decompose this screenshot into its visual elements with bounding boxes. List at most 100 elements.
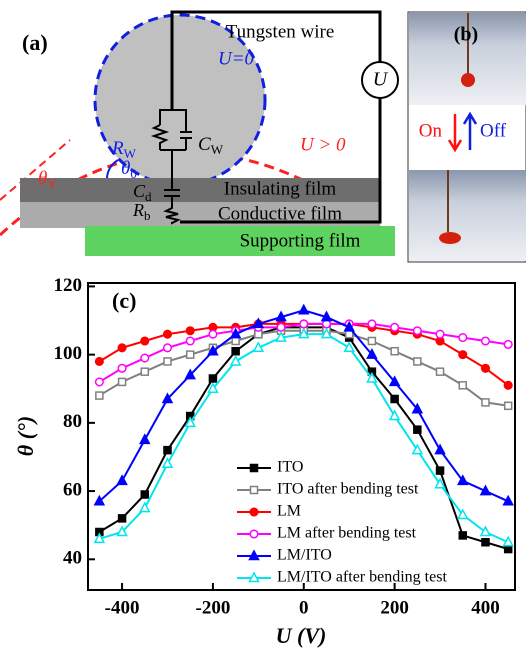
data-point: [413, 357, 422, 366]
data-point: [275, 330, 287, 342]
film-label: Insulating film: [224, 178, 337, 199]
data-point: [503, 380, 513, 390]
data-point: [94, 356, 104, 367]
panel-label: (c): [112, 288, 136, 313]
data-point: [298, 303, 310, 315]
data-point: [435, 466, 445, 475]
legend-label: LM/ITO after bending test: [277, 569, 447, 586]
data-point: [117, 363, 127, 373]
legend-marker: [249, 529, 259, 539]
data-point: [229, 354, 242, 366]
wire: [170, 10, 382, 224]
data-point: [458, 350, 468, 360]
panel-a: (a) Tungsten wire U U=0 U > 0 RW CW θ0 θ…: [0, 10, 399, 256]
data-point: [185, 350, 195, 359]
data-point: [162, 343, 173, 353]
data-point: [207, 344, 219, 356]
data-point: [479, 484, 492, 496]
droplet: [461, 73, 475, 87]
data-point: [457, 474, 469, 486]
x-tick-label: 0: [299, 597, 309, 618]
data-point: [502, 535, 514, 547]
series-line: [98, 326, 509, 551]
panel-label: (a): [22, 30, 48, 55]
legend-marker: [249, 485, 259, 495]
y-tick-label: 60: [63, 479, 82, 500]
capacitor-d-label: Cd: [133, 181, 152, 204]
data-point: [390, 394, 399, 404]
legend-marker: [248, 571, 260, 583]
y-axis-label: θ (°): [13, 416, 38, 456]
data-point: [229, 327, 242, 339]
conductive-film: [20, 202, 380, 228]
data-point: [139, 433, 151, 445]
data-point: [411, 443, 424, 455]
subscript: W: [211, 142, 224, 157]
data-point: [117, 377, 127, 387]
x-tick-label: 400: [471, 597, 500, 618]
source-label: U: [373, 69, 389, 91]
data-point: [116, 525, 128, 537]
data-point: [95, 391, 104, 400]
legend-label: ITO after bending test: [277, 481, 419, 498]
data-point: [388, 375, 401, 387]
tangent-line: [0, 139, 71, 201]
angle-y-label: θY: [38, 168, 57, 191]
data-point: [140, 490, 150, 499]
data-point: [207, 382, 219, 393]
data-point: [208, 329, 218, 339]
legend-label: LM: [277, 503, 301, 520]
legend-label: ITO: [277, 459, 303, 476]
data-point: [434, 477, 446, 489]
data-point: [503, 544, 513, 554]
data-point: [320, 310, 333, 322]
data-point: [457, 508, 469, 520]
circuit: [150, 109, 192, 225]
data-point: [185, 326, 195, 336]
symbol: R: [132, 200, 144, 220]
data-point: [275, 310, 287, 322]
data-point: [480, 336, 491, 346]
wire-label: Tungsten wire: [226, 21, 335, 42]
spread-label: U > 0: [300, 134, 346, 155]
data-point: [320, 327, 333, 339]
insulating-film: [20, 178, 380, 202]
data-point: [276, 322, 286, 332]
data-point: [117, 343, 127, 353]
data-point: [231, 346, 240, 356]
capacitor-w-label: CW: [198, 134, 224, 157]
symbol: C: [133, 181, 146, 201]
panel-label: (b): [454, 24, 478, 46]
data-point: [503, 401, 513, 411]
resistor-w-label: RW: [111, 138, 137, 161]
data-point: [252, 341, 265, 353]
data-point: [163, 445, 172, 455]
data-point: [481, 537, 490, 547]
supporting-film: [85, 226, 395, 256]
data-point: [185, 336, 195, 346]
data-point: [116, 474, 128, 486]
data-point: [458, 333, 468, 343]
voltage-source: [361, 61, 399, 99]
film-label: Conductive film: [218, 203, 342, 224]
data-point: [140, 336, 150, 346]
legend-label: LM/ITO: [277, 547, 332, 564]
y-tick-label: 40: [63, 548, 82, 569]
data-point: [140, 353, 150, 363]
data-point: [94, 377, 104, 387]
x-tick-label: -200: [196, 597, 231, 618]
data-point: [231, 336, 240, 346]
subscript: W: [124, 146, 137, 161]
data-point: [184, 368, 196, 380]
legend-marker: [249, 507, 259, 517]
data-point: [479, 525, 492, 537]
data-point: [480, 363, 491, 373]
data-point: [161, 457, 174, 469]
symbol: θ: [38, 168, 47, 189]
data-point: [299, 319, 309, 329]
data-point: [502, 494, 514, 506]
resistor-b-label: Rb: [132, 200, 151, 223]
legend-label: LM after bending test: [277, 525, 417, 542]
